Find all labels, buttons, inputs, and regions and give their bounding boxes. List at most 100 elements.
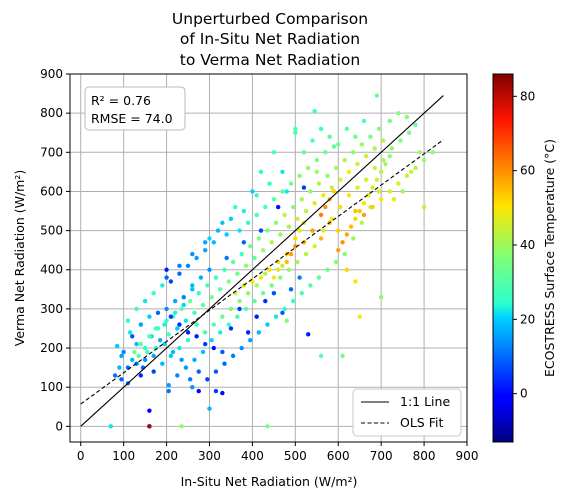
scatter-point-20	[134, 341, 139, 347]
scatter-point-246	[338, 204, 343, 210]
scatter-point-280	[170, 349, 176, 355]
scatter-point-152	[194, 255, 199, 261]
y-tick-label-2: 200	[40, 341, 63, 355]
scatter-point-149	[168, 279, 174, 284]
x-tick-label-6: 600	[327, 449, 350, 463]
scatter-point-230	[200, 349, 206, 355]
scatter-point-185	[344, 232, 350, 237]
scatter-point-117	[181, 294, 186, 300]
scatter-point-182	[132, 349, 137, 355]
y-tick-label-4: 400	[40, 263, 63, 277]
scatter-point-70	[355, 161, 360, 167]
scatter-point-147	[297, 275, 302, 280]
colorbar-tick-label-2: 40	[520, 238, 535, 252]
scatter-point-31	[187, 298, 193, 304]
scatter-point-274	[222, 361, 227, 366]
scatter-point-300	[215, 228, 221, 233]
y-axis-label: Verma Net Radiation (W/m²)	[12, 170, 27, 346]
scatter-point-259	[351, 236, 356, 241]
scatter-point-222	[142, 357, 148, 362]
scatter-point-210	[245, 291, 251, 296]
scatter-point-95	[344, 267, 350, 272]
scatter-point-111	[306, 332, 311, 337]
scatter-point-129	[142, 298, 148, 304]
scatter-point-57	[299, 197, 304, 202]
scatter-point-52	[278, 232, 283, 237]
scatter-point-285	[293, 130, 298, 135]
scatter-point-206	[275, 267, 281, 272]
scatter-point-184	[340, 240, 345, 245]
scatter-point-13	[166, 383, 171, 388]
scatter-point-301	[202, 240, 208, 245]
scatter-point-53	[282, 212, 287, 218]
scatter-point-30	[183, 318, 189, 323]
scatter-point-71	[359, 142, 365, 147]
scatter-point-311	[404, 173, 410, 178]
scatter-point-50	[269, 240, 274, 245]
scatter-point-59	[308, 189, 313, 194]
scatter-point-128	[134, 306, 139, 312]
scatter-point-217	[185, 338, 191, 343]
fit-lines	[80, 95, 444, 427]
scatter-point-11	[138, 373, 144, 378]
x-tick-label-1: 100	[112, 449, 135, 463]
scatter-point-177	[172, 310, 178, 316]
scatter-point-153	[202, 247, 208, 253]
scatter-point-77	[387, 118, 392, 124]
scatter-point-40	[226, 279, 231, 284]
scatter-point-189	[361, 200, 367, 206]
scatter-point-314	[430, 150, 435, 155]
chart-title-line-1: Unperturbed Comparison	[172, 10, 368, 28]
scatter-point-267	[282, 306, 287, 312]
scatter-point-172	[224, 255, 229, 261]
scatter-point-89	[258, 169, 264, 175]
scatter-point-228	[183, 365, 189, 370]
scatter-point-8	[213, 388, 219, 394]
x-tick-label-0: 0	[77, 449, 85, 463]
scatter-point-156	[237, 228, 242, 233]
scatter-point-226	[166, 388, 171, 394]
scatter-point-244	[321, 228, 326, 233]
scatter-point-278	[187, 377, 193, 382]
scatter-point-240	[286, 267, 292, 272]
scatter-point-49	[265, 228, 270, 233]
scatter-point-254	[406, 130, 412, 135]
scatter-point-85	[374, 93, 380, 98]
scatter-point-134	[185, 330, 191, 335]
scatter-point-188	[357, 208, 362, 214]
scatter-point-200	[284, 259, 289, 265]
scatter-point-125	[117, 365, 122, 370]
scatter-point-163	[297, 173, 302, 178]
scatter-point-201	[288, 251, 294, 257]
scatter-point-203	[297, 228, 302, 233]
scatter-point-96	[353, 279, 358, 284]
scatter-point-127	[125, 318, 131, 323]
y-tick-label-5: 500	[40, 224, 63, 238]
scatter-point-238	[269, 283, 274, 288]
scatter-point-253	[398, 138, 403, 143]
scatter-point-167	[331, 144, 337, 149]
scatter-point-121	[147, 314, 152, 319]
y-tick-label-1: 100	[40, 380, 63, 394]
scatter-point-249	[363, 177, 369, 182]
scatter-point-110	[284, 318, 289, 323]
scatter-point-164	[306, 165, 311, 171]
scatter-point-216	[194, 322, 199, 327]
stats-box-frame	[84, 86, 186, 131]
y-tick-label-3: 300	[40, 302, 63, 316]
scatter-point-264	[308, 283, 313, 288]
y-tick-label-8: 800	[40, 106, 63, 120]
colorbar-label: ECOSTRESS Surface Temperature (°C)	[542, 139, 557, 377]
colorbar: 0 20 40 60 80 ECOSTRESS Surface Temperature …	[492, 73, 557, 443]
scatter-point-143	[263, 298, 268, 304]
scatter-point-48	[260, 247, 266, 253]
scatter-point-302	[190, 251, 195, 257]
scatter-point-176	[181, 302, 186, 308]
scatter-point-277	[196, 369, 201, 374]
scatter-point-273	[230, 353, 236, 359]
scatter-point-234	[235, 314, 240, 319]
scatter-point-211	[237, 298, 242, 304]
scatter-point-38	[218, 287, 223, 292]
scatter-point-307	[370, 204, 375, 210]
scatter-point-313	[421, 157, 427, 163]
